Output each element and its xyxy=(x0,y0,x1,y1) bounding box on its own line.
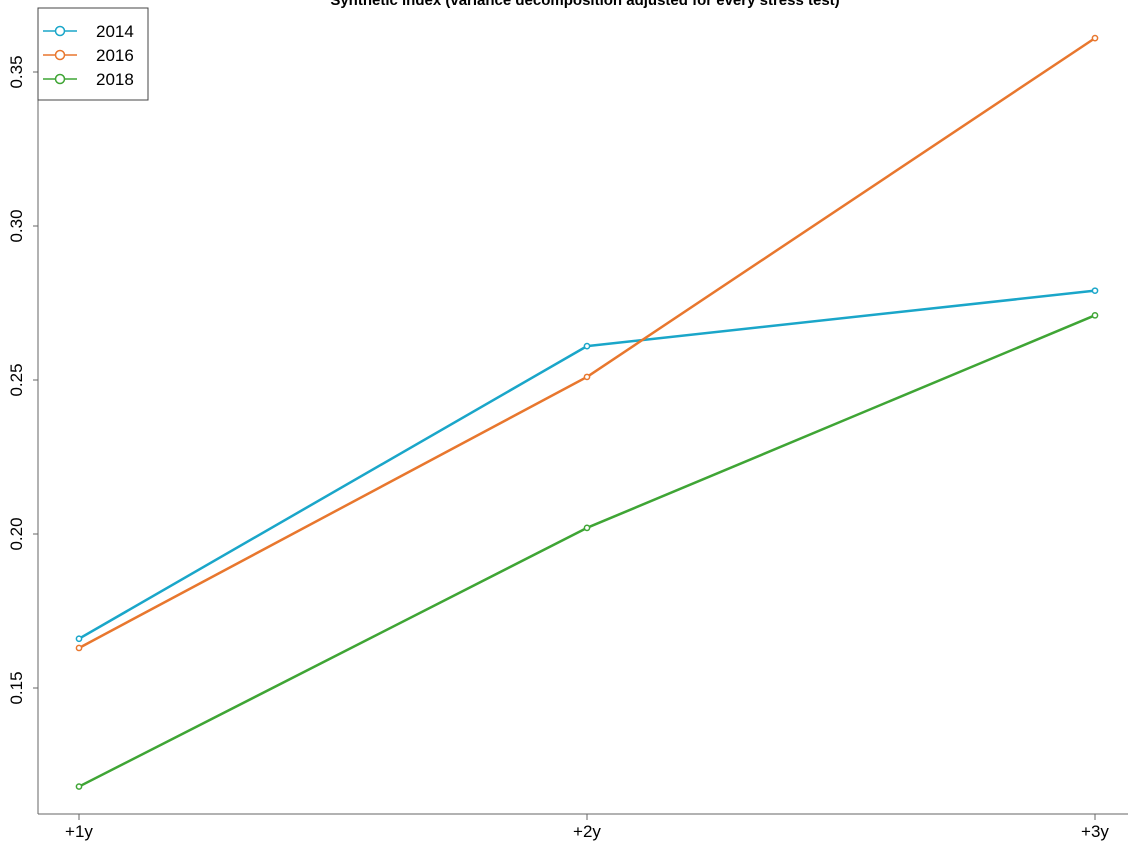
data-point-2016 xyxy=(1091,34,1099,42)
legend: 2014 2016 2018 xyxy=(37,7,149,101)
data-point-2014 xyxy=(75,635,83,643)
chart-title: Synthetic index (variance decomposition … xyxy=(330,0,839,9)
data-point-2018 xyxy=(1091,311,1099,319)
legend-label-2016: 2016 xyxy=(96,46,134,65)
legend-marker-2016 xyxy=(54,49,66,61)
series-layer xyxy=(75,34,1099,790)
x-tick-label: +2y xyxy=(573,822,601,841)
y-tick-label: 0.25 xyxy=(7,363,26,396)
y-tick-label: 0.20 xyxy=(7,517,26,550)
data-point-2018 xyxy=(583,524,591,532)
legend-marker-2018 xyxy=(54,73,66,85)
data-point-2014 xyxy=(1091,287,1099,295)
axes: 0.15 0.20 0.25 0.30 0.35 +1y +2y +3y xyxy=(7,8,1128,841)
x-tick-label: +1y xyxy=(65,822,93,841)
y-tick-label: 0.30 xyxy=(7,209,26,242)
data-point-2016 xyxy=(583,373,591,381)
legend-label-2018: 2018 xyxy=(96,70,134,89)
data-point-2014 xyxy=(583,342,591,350)
y-tick-label: 0.15 xyxy=(7,671,26,704)
legend-label-2014: 2014 xyxy=(96,22,134,41)
legend-marker-2014 xyxy=(54,25,66,37)
data-point-2016 xyxy=(75,644,83,652)
x-tick-label: +3y xyxy=(1081,822,1109,841)
y-tick-label: 0.35 xyxy=(7,55,26,88)
data-point-2018 xyxy=(75,783,83,790)
